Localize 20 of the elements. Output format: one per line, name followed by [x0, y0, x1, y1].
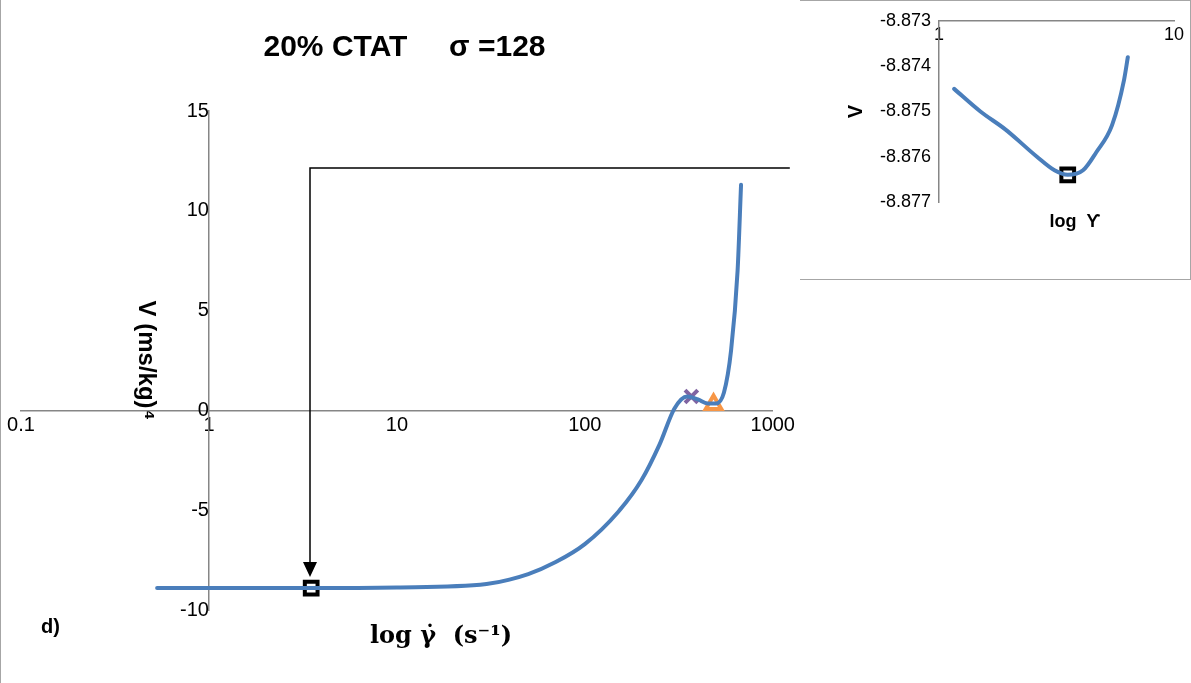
text: d): [41, 615, 60, 638]
y-tick-label: -8.876: [879, 145, 932, 166]
y-tick-label: -8.877: [879, 190, 932, 211]
y-tick-label: -5: [191, 497, 209, 520]
y-axis-title: V: [843, 104, 866, 119]
chart-title: 20% CTAT σ =128: [263, 29, 546, 63]
y-tick-label: -8.873: [879, 9, 932, 30]
y-axis-title: V (ms/kg)⁴: [134, 300, 162, 421]
y-tick-label: -10: [180, 597, 209, 620]
y-tick-label: -8.874: [879, 55, 932, 76]
y-tick-label: 15: [186, 98, 209, 121]
y-tick-label: 5: [197, 298, 209, 321]
y-tick-label: -8.875: [879, 100, 932, 121]
x-tick-label: 1000: [750, 412, 795, 435]
x-axis-title: log γ̇ (s⁻¹): [368, 620, 514, 649]
x-tick-label: 10: [385, 412, 408, 435]
x-tick-label: 100: [568, 412, 602, 435]
x-axis-title: log ϒ: [1048, 211, 1102, 232]
x-tick-label: 0.1: [7, 412, 35, 435]
y-tick-label: 10: [186, 198, 209, 221]
